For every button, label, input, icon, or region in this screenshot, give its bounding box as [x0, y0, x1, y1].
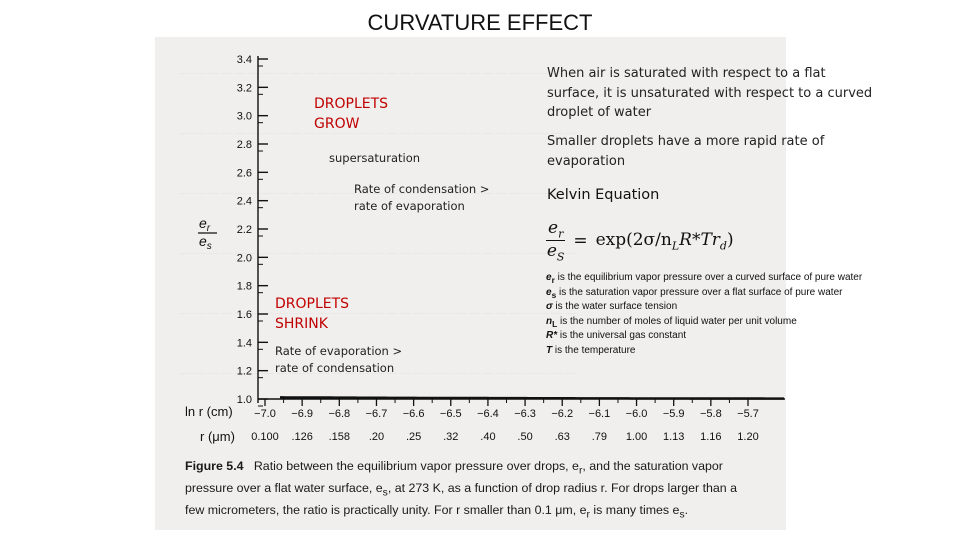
- bleed-through-text: — — — — — — — — — — — — — — — — — — — — …: [180, 127, 576, 139]
- x-lnr-tick-label: −6.0: [626, 408, 648, 420]
- kelvin-curve: [280, 396, 784, 400]
- equation-ratio: er eS: [546, 218, 566, 264]
- droplets-shrink-label: DROPLETS SHRINK: [275, 296, 350, 332]
- y-tick-label: 1.2: [237, 366, 252, 378]
- x-lnr-tick-label: −6.7: [366, 408, 388, 420]
- bleed-through-text: — — — — — — — — — — — — — — — — — — — — …: [180, 247, 576, 259]
- y-tick-label: 2.8: [237, 139, 252, 151]
- x-axis: −7.0 −6.9 −6.8 −6.7 −6.6 −6.5 −6.4 −6.3 −6.2 −6.1…: [251, 398, 785, 443]
- x-lnr-tick-label: −6.6: [403, 408, 425, 420]
- x-lnr-tick-label: −6.2: [551, 408, 573, 420]
- x-r-tick-label: .126: [291, 431, 312, 443]
- supersaturation-label: supersaturation: [329, 151, 421, 165]
- x-lnr-tick-label: −6.4: [477, 408, 499, 420]
- x-r-tick-label: 1.00: [626, 431, 647, 443]
- bleed-through-text: — — — — — — — — — — — — — — — — — — — — …: [180, 187, 576, 199]
- flat-vs-curved-paragraph: When air is saturated with respect to a …: [547, 66, 873, 120]
- x-lnr-tick-label: −7.0: [254, 408, 276, 420]
- definition-line: T is the temperature: [546, 344, 636, 356]
- x-lnr-tick-label: −6.9: [291, 408, 313, 420]
- y-tick-label: 1.6: [237, 309, 252, 321]
- definition-line: R* is the universal gas constant: [546, 330, 687, 341]
- x-r-tick-label: .40: [480, 431, 495, 443]
- x-r-tick-label: 1.13: [663, 431, 684, 443]
- x-r-tick-label: .79: [592, 431, 607, 443]
- slide-title: CURVATURE EFFECT: [367, 10, 593, 35]
- definition-line: er is the equilibrium vapor pressure ove…: [546, 272, 863, 285]
- x-lnr-tick-label: −6.8: [328, 408, 350, 420]
- x-r-tick-label: 0.100: [251, 431, 279, 443]
- y-axis-label-numerator: er: [199, 215, 211, 234]
- definition-line: es is the saturation vapor pressure over…: [546, 286, 843, 300]
- kelvin-equation: er eS = exp(2σ/nLR*Trd): [546, 218, 734, 264]
- kelvin-equation-heading: Kelvin Equation: [547, 187, 660, 203]
- y-tick-label: 2.2: [237, 224, 252, 236]
- x-axis-lnr-label: ln r (cm): [185, 404, 233, 419]
- y-tick-label: 2.6: [237, 167, 252, 179]
- x-r-tick-label: .20: [369, 431, 384, 443]
- y-tick-label: 3.4: [237, 54, 252, 66]
- x-r-tick-label: .32: [443, 431, 458, 443]
- x-lnr-tick-label: −6.1: [589, 408, 611, 420]
- bleed-through-text: — — — — — — — — — — — — — — — — — — — — …: [180, 307, 576, 319]
- definition-line: nL is the number of moles of liquid wate…: [546, 315, 797, 329]
- x-r-tick-label: 1.16: [700, 431, 721, 443]
- figure-caption: Figure 5.4 Ratio between the equilibrium…: [185, 459, 738, 521]
- x-r-tick-label: .63: [555, 431, 570, 443]
- y-tick-label: 1.0: [237, 394, 252, 406]
- y-tick-label: 3.0: [237, 111, 252, 123]
- evaporation-rate-label: Rate of evaporation > rate of condensatio…: [275, 344, 403, 375]
- droplets-grow-label: DROPLETS GROW: [314, 96, 389, 132]
- scanned-figure-page: — — — — — — — — — — — — — — — — — — — — …: [155, 37, 786, 530]
- x-r-tick-label: .25: [406, 431, 421, 443]
- bleed-through-text: — — — — — — — — — — — — — — — — — — — — …: [180, 367, 576, 379]
- x-axis-r-label: r (μm): [200, 429, 235, 444]
- condensation-rate-label: Rate of condensation > rate of evaporatio…: [354, 182, 490, 213]
- y-tick-label: 2.0: [237, 252, 252, 264]
- x-r-tick-label: 1.20: [737, 431, 758, 443]
- x-lnr-tick-label: −5.9: [663, 408, 685, 420]
- figure-number: Figure 5.4: [185, 459, 244, 473]
- x-r-tick-label: .158: [329, 431, 350, 443]
- definition-line: σ is the water surface tension: [546, 301, 678, 312]
- x-lnr-tick-label: −5.7: [737, 408, 759, 420]
- y-axis-label-denominator: es: [199, 233, 212, 252]
- equation-definitions: er is the equilibrium vapor pressure ove…: [546, 272, 876, 359]
- x-lnr-tick-label: −6.3: [514, 408, 536, 420]
- y-tick-label: 1.8: [237, 281, 252, 293]
- x-lnr-tick-label: −5.8: [700, 408, 722, 420]
- smaller-droplets-paragraph: Smaller droplets have a more rapid rate …: [547, 134, 825, 169]
- y-tick-label: 2.4: [237, 196, 252, 208]
- y-tick-label: 3.2: [237, 82, 252, 94]
- y-tick-label: 1.4: [237, 337, 252, 349]
- x-lnr-tick-label: −6.5: [440, 408, 462, 420]
- x-r-tick-label: .50: [517, 431, 532, 443]
- bleed-through-text: — — — — — — — — — — — — — — — — — — — — …: [180, 67, 576, 79]
- y-axis: 3.4 3.2 3.0 2.8 2.6 2.4 2.2 2.0 1.8 1.6 1.4 1.2 1.0: [237, 54, 268, 407]
